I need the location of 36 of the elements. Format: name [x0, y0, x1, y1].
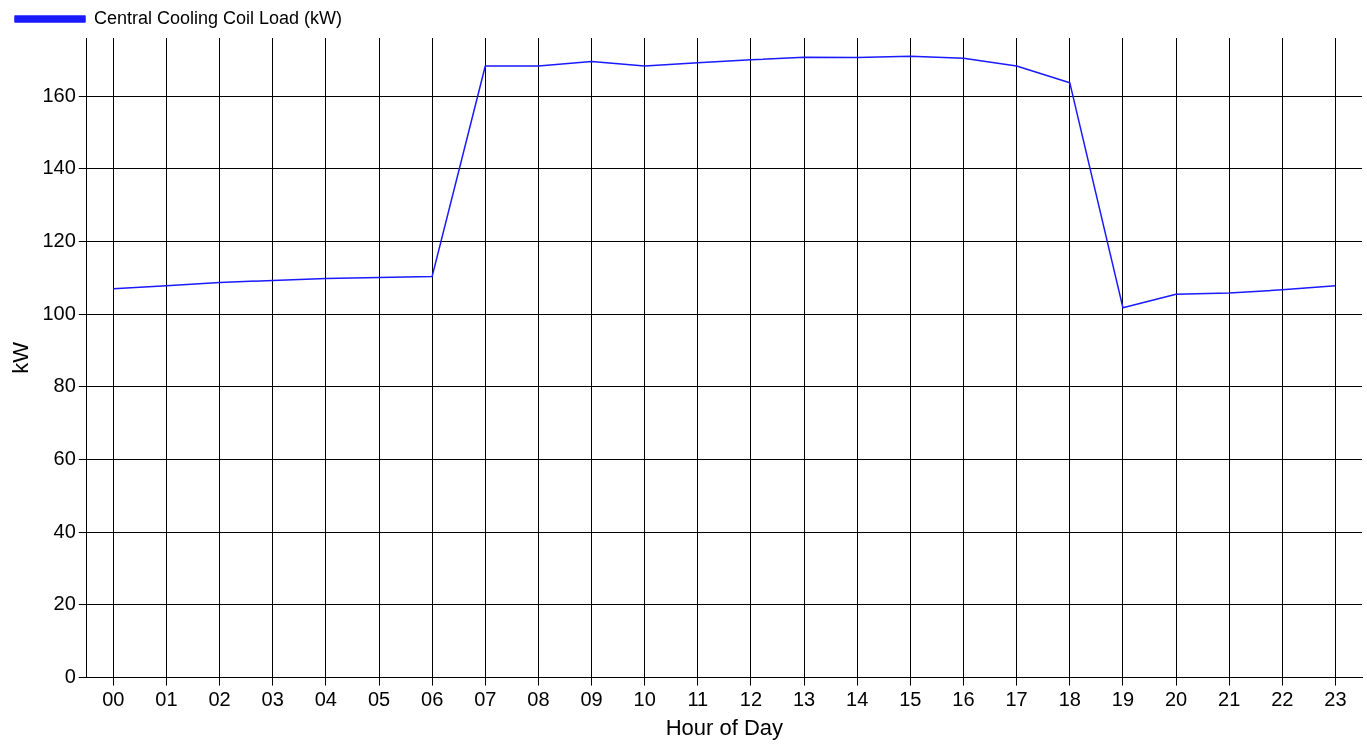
y-tick-label: 60 — [53, 447, 76, 470]
x-tick-label: 08 — [527, 688, 550, 711]
x-tick-label: 09 — [580, 688, 603, 711]
x-tick-label: 15 — [899, 688, 922, 711]
x-tick-label: 17 — [1005, 688, 1028, 711]
y-tick-label: 40 — [53, 519, 76, 542]
y-tick-label: 160 — [42, 83, 76, 106]
x-tick-label: 04 — [314, 688, 337, 711]
y-axis-title: kW — [8, 341, 34, 374]
x-tick-label: 07 — [474, 688, 497, 711]
x-tick-label: 23 — [1324, 688, 1347, 711]
y-tick-label: 80 — [53, 374, 76, 397]
x-tick-label: 06 — [421, 688, 444, 711]
x-tick-label: 11 — [687, 688, 709, 711]
y-tick-label: 0 — [64, 665, 76, 688]
x-tick-label: 16 — [952, 688, 975, 711]
y-tick-label: 140 — [42, 156, 76, 179]
x-tick-label: 10 — [633, 688, 656, 711]
x-tick-label: 19 — [1111, 688, 1135, 711]
x-tick-label: 05 — [367, 688, 391, 711]
y-tick-label: 100 — [42, 301, 76, 324]
x-tick-label: 00 — [102, 688, 125, 711]
x-tick-label: 02 — [208, 688, 231, 711]
x-tick-label: 22 — [1271, 688, 1294, 711]
x-tick-label: 03 — [261, 688, 284, 711]
legend-label: Central Cooling Coil Load (kW) — [94, 7, 343, 28]
x-tick-label: 12 — [739, 688, 763, 711]
x-axis-title: Hour of Day — [665, 714, 784, 740]
y-tick-label: 120 — [42, 229, 76, 252]
x-tick-label: 14 — [846, 688, 869, 711]
x-tick-label: 20 — [1164, 688, 1188, 711]
x-tick-label: 13 — [792, 688, 816, 711]
x-tick-label: 01 — [155, 688, 178, 711]
y-tick-label: 20 — [53, 592, 76, 615]
x-tick-label: 21 — [1218, 688, 1241, 711]
x-tick-label: 18 — [1058, 688, 1081, 711]
